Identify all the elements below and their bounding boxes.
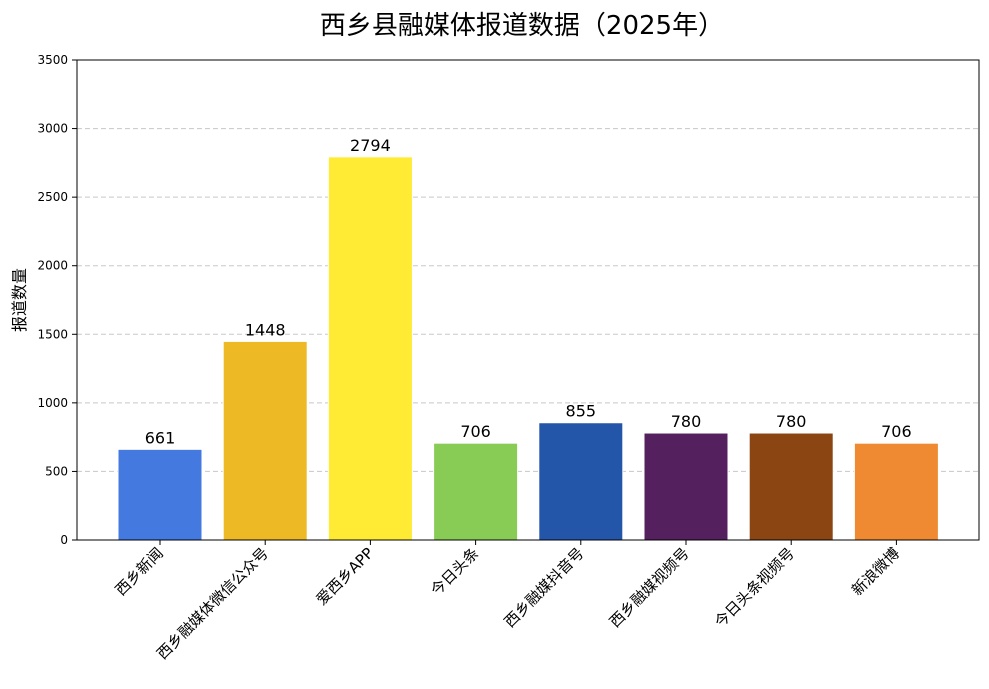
bar xyxy=(327,156,413,541)
gridlines xyxy=(77,128,979,472)
data-label: 780 xyxy=(776,412,807,431)
data-label: 706 xyxy=(460,422,491,441)
y-tick-label: 1500 xyxy=(37,327,68,341)
bar xyxy=(538,422,624,541)
bar xyxy=(117,448,203,541)
bar xyxy=(748,432,834,541)
y-tick-label: 3000 xyxy=(37,122,68,136)
y-tick-label: 2000 xyxy=(37,259,68,273)
x-tick-label: 西乡融媒抖音号 xyxy=(501,544,588,631)
data-label: 2794 xyxy=(350,136,391,155)
x-tick-label: 今日头条 xyxy=(427,544,482,599)
y-tick-label: 2500 xyxy=(37,190,68,204)
bar xyxy=(222,340,308,541)
chart-title: 西乡县融媒体报道数据（2025年） xyxy=(320,11,724,41)
data-label: 661 xyxy=(145,428,176,447)
y-axis-ticks: 0 500 1000 1500 2000 2500 3000 3500 xyxy=(37,53,77,547)
y-tick-label: 1000 xyxy=(37,396,68,410)
data-label: 855 xyxy=(566,402,597,421)
bar xyxy=(853,442,939,541)
bars xyxy=(117,156,939,541)
x-tick-label: 西乡融媒视频号 xyxy=(606,544,693,631)
data-label: 1448 xyxy=(245,320,286,339)
x-tick-label: 西乡融媒体微信公众号 xyxy=(153,544,272,663)
y-tick-label: 0 xyxy=(60,533,68,547)
plot-area-frame xyxy=(76,59,980,541)
y-tick-label: 3500 xyxy=(37,53,68,67)
x-tick-label: 爱西乡APP xyxy=(313,544,378,609)
data-labels: 661 1448 2794 706 855 780 780 706 xyxy=(145,136,912,448)
y-tick-label: 500 xyxy=(45,464,68,478)
y-axis-label: 报道数量 xyxy=(10,268,29,332)
data-label: 706 xyxy=(881,422,912,441)
x-tick-label: 今日头条视频号 xyxy=(711,544,798,631)
data-label: 780 xyxy=(671,412,702,431)
x-tick-label: 西乡新闻 xyxy=(112,544,167,599)
bar xyxy=(643,432,729,541)
bar xyxy=(433,442,519,541)
x-tick-label: 新浪微博 xyxy=(848,544,903,599)
